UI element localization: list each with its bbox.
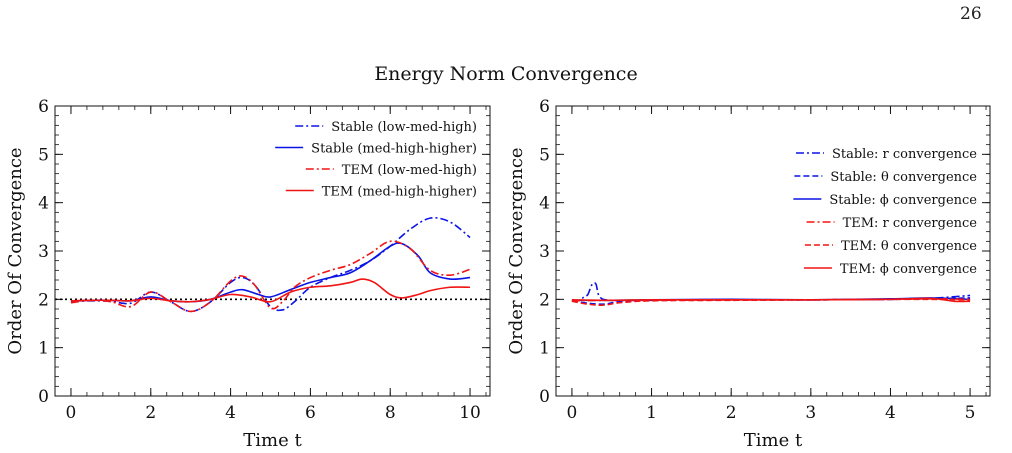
legend-label: Stable: ϕ convergence — [829, 193, 977, 208]
legend: Stable: r convergence Stable: θ convergen… — [793, 147, 977, 277]
y-tick-label: 3 — [38, 242, 49, 262]
legend-item: TEM (low-med-high) — [305, 163, 477, 178]
x-tick-label: 1 — [646, 403, 657, 423]
legend-item: TEM: ϕ convergence — [803, 262, 977, 277]
x-tick-label: 6 — [305, 403, 316, 423]
legend-label: TEM: θ convergence — [841, 239, 977, 254]
x-tick: 2 — [726, 106, 737, 423]
x-tick-label: 8 — [385, 403, 396, 423]
x-tick: 2 — [145, 106, 156, 423]
legend-item: Stable: ϕ convergence — [793, 193, 977, 208]
x-tick: 4 — [225, 106, 236, 423]
y-tick: 5 — [539, 145, 990, 165]
legend-label: TEM: r convergence — [843, 216, 978, 231]
legend-item: Stable: r convergence — [795, 147, 977, 162]
y-axis-label: Order Of Convergence — [506, 147, 527, 354]
axes-frame — [54, 105, 491, 397]
y-tick: 0 — [38, 387, 490, 407]
series-line — [70, 240, 471, 313]
x-tick-label: 5 — [965, 403, 976, 423]
legend-label: Stable: r convergence — [832, 147, 977, 162]
x-tick-label: 4 — [885, 403, 896, 423]
x-tick: 10 — [459, 106, 481, 423]
y-tick-label: 4 — [38, 194, 49, 214]
x-tick: 8 — [385, 106, 396, 423]
y-tick-label: 1 — [38, 339, 49, 359]
y-tick-label: 0 — [539, 387, 550, 407]
legend-label: TEM (low-med-high) — [342, 163, 477, 178]
series-line — [571, 297, 971, 303]
page-number: 26 — [960, 4, 982, 24]
legend-label: Stable (low-med-high) — [331, 120, 477, 135]
legend-item: TEM (med-high-higher) — [285, 185, 477, 200]
y-tick-label: 2 — [38, 290, 49, 310]
x-tick-label: 4 — [225, 403, 236, 423]
legend-item: Stable: θ convergence — [794, 170, 977, 185]
x-tick: 0 — [567, 106, 578, 423]
x-tick: 6 — [305, 106, 316, 423]
y-tick-label: 6 — [539, 97, 550, 117]
x-tick: 0 — [66, 106, 77, 423]
legend-item: Stable (low-med-high) — [295, 120, 477, 135]
x-tick: 4 — [885, 106, 896, 423]
series-line — [70, 278, 471, 303]
x-tick-label: 0 — [66, 403, 77, 423]
x-axis-label: Time t — [744, 430, 803, 451]
y-tick: 0 — [539, 387, 990, 407]
right-chart-panel: 0 1 2 3 4 5 6 0 1 2 3 4 5 Time t Order Of Convergence S… — [506, 97, 991, 451]
legend-item: TEM: θ convergence — [804, 239, 977, 254]
x-tick-label: 2 — [145, 403, 156, 423]
y-axis-label: Order Of Convergence — [5, 147, 26, 354]
y-tick: 4 — [539, 194, 990, 214]
x-tick: 5 — [965, 106, 976, 423]
legend-item: Stable (med-high-higher) — [275, 142, 477, 157]
y-tick-label: 0 — [38, 387, 49, 407]
x-tick-label: 10 — [459, 403, 481, 423]
left-chart-panel: 0 1 2 3 4 5 6 0 2 4 6 8 10 Time t Order Of Convergence… — [5, 97, 491, 451]
axes-frame — [555, 105, 991, 397]
legend-label: Stable (med-high-higher) — [311, 142, 477, 157]
figure-title: Energy Norm Convergence — [374, 63, 638, 85]
x-tick-label: 3 — [805, 403, 816, 423]
x-axis-label: Time t — [243, 430, 302, 451]
y-tick-label: 6 — [38, 97, 49, 117]
y-tick: 5 — [38, 145, 490, 165]
y-tick: 3 — [38, 242, 490, 262]
y-tick: 4 — [38, 194, 490, 214]
y-tick-label: 3 — [539, 242, 550, 262]
legend-label: Stable: θ convergence — [830, 170, 977, 185]
x-tick-label: 2 — [726, 403, 737, 423]
y-tick: 1 — [38, 339, 490, 359]
x-tick-label: 0 — [567, 403, 578, 423]
y-tick: 3 — [539, 242, 990, 262]
y-tick-label: 4 — [539, 194, 550, 214]
y-tick: 1 — [539, 339, 990, 359]
legend: Stable (low-med-high) Stable (med-high-hi… — [275, 120, 477, 200]
legend-item: TEM: r convergence — [806, 216, 978, 231]
y-tick-label: 5 — [539, 145, 550, 165]
legend-label: TEM (med-high-higher) — [322, 185, 477, 200]
x-tick: 1 — [646, 106, 657, 423]
y-tick-label: 2 — [539, 290, 550, 310]
x-tick: 3 — [805, 106, 816, 423]
y-tick-label: 1 — [539, 339, 550, 359]
y-tick-label: 5 — [38, 145, 49, 165]
series-line — [70, 242, 471, 303]
y-tick: 2 — [539, 290, 990, 310]
legend-label: TEM: ϕ convergence — [840, 262, 977, 277]
